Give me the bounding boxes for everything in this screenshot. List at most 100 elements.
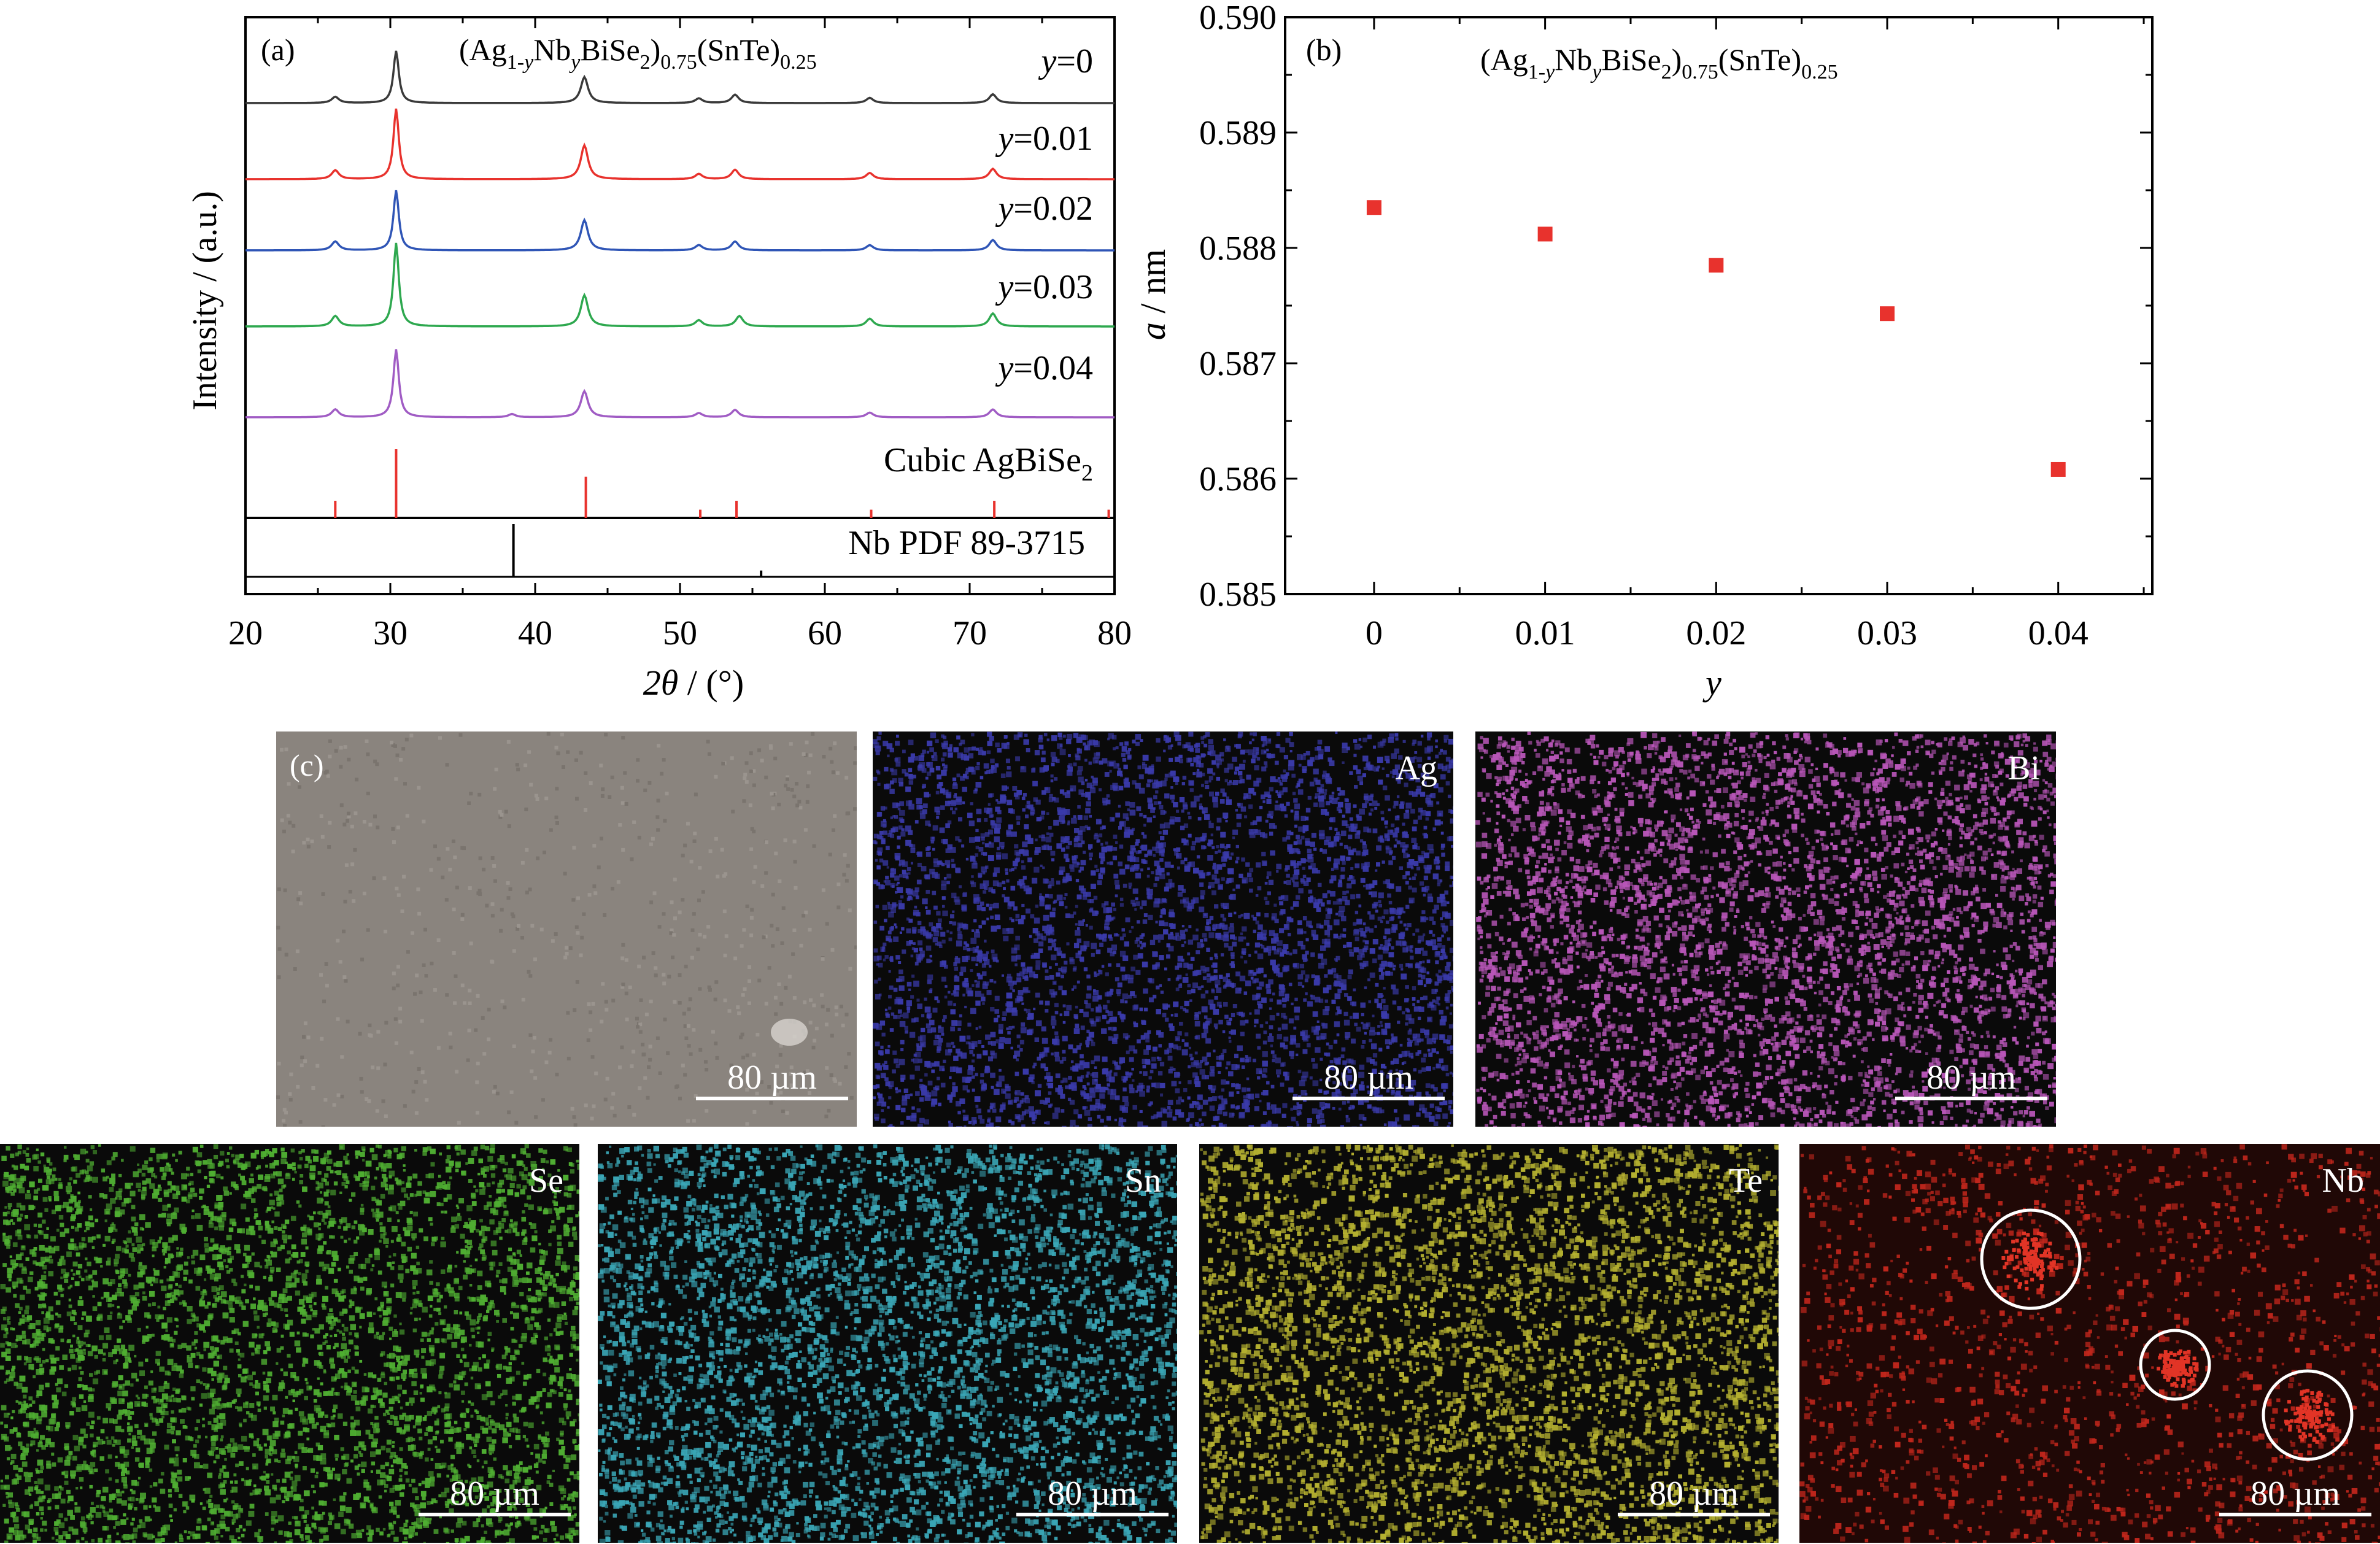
eds-map-pixel bbox=[1111, 1038, 1118, 1044]
sem-speckle bbox=[506, 739, 511, 744]
eds-map-pixel bbox=[990, 814, 994, 818]
eds-map-pixel bbox=[1196, 1124, 1201, 1127]
eds-map-pixel bbox=[1205, 785, 1210, 790]
eds-map-pixel bbox=[1066, 790, 1070, 794]
eds-map-pixel bbox=[1208, 739, 1214, 744]
eds-map-pixel bbox=[1265, 984, 1271, 989]
eds-map-pixel bbox=[937, 1046, 941, 1051]
eds-map-pixel bbox=[1204, 938, 1208, 942]
sem-speckle bbox=[327, 845, 331, 849]
eds-map-pixel bbox=[979, 960, 983, 963]
eds-map-pixel bbox=[1104, 919, 1110, 925]
eds-map-pixel bbox=[1122, 933, 1126, 937]
eds-map-pixel bbox=[1373, 1061, 1378, 1066]
sem-speckle bbox=[768, 744, 773, 748]
eds-map-pixel bbox=[1422, 833, 1425, 836]
eds-map-pixel bbox=[1207, 973, 1211, 978]
eds-map-pixel bbox=[1177, 892, 1183, 897]
eds-map-pixel bbox=[889, 1124, 893, 1127]
eds-map-pixel bbox=[1062, 792, 1066, 796]
eds-map-pixel bbox=[1408, 790, 1413, 795]
eds-map-pixel bbox=[1378, 1048, 1383, 1052]
eds-map-pixel bbox=[1266, 871, 1272, 876]
eds-map-pixel bbox=[1412, 739, 1417, 744]
eds-map-pixel bbox=[910, 862, 913, 865]
eds-map-pixel bbox=[1260, 794, 1265, 800]
eds-map-pixel bbox=[1157, 898, 1163, 904]
eds-map-pixel bbox=[1348, 949, 1353, 953]
eds-map-pixel bbox=[1048, 1083, 1054, 1089]
eds-map-pixel bbox=[1089, 908, 1093, 913]
eds-map-pixel bbox=[1016, 973, 1021, 977]
sem-speckle bbox=[714, 836, 718, 841]
eds-map-pixel bbox=[1427, 893, 1432, 898]
eds-map-pixel bbox=[987, 803, 991, 806]
eds-map-pixel bbox=[1330, 817, 1335, 823]
sem-speckle bbox=[594, 1071, 598, 1076]
eds-map-pixel bbox=[1372, 938, 1378, 944]
eds-map-pixel bbox=[878, 731, 882, 735]
eds-map-pixel bbox=[1175, 1036, 1180, 1041]
sem-speckle bbox=[420, 1019, 424, 1023]
sem-speckle bbox=[689, 1052, 693, 1056]
eds-map-pixel bbox=[1448, 1100, 1453, 1105]
eds-map-pixel bbox=[991, 1086, 994, 1089]
sem-speckle bbox=[789, 742, 793, 746]
eds-map-pixel bbox=[1224, 779, 1228, 782]
eds-map-pixel bbox=[962, 994, 965, 997]
eds-map-pixel bbox=[1110, 951, 1115, 957]
eds-map-pixel bbox=[1073, 733, 1079, 738]
sem-speckle bbox=[328, 739, 332, 743]
eds-map-pixel bbox=[925, 776, 929, 780]
sem-speckle bbox=[490, 914, 495, 918]
eds-map-pixel bbox=[1148, 1076, 1152, 1080]
eds-map-pixel bbox=[1168, 1068, 1173, 1074]
eds-map-pixel bbox=[1006, 992, 1013, 999]
eds-map-pixel bbox=[1386, 773, 1389, 778]
eds-map-pixel bbox=[1084, 1087, 1087, 1090]
eds-map-pixel bbox=[1298, 763, 1302, 767]
eds-map-pixel bbox=[1159, 868, 1165, 873]
eds-map-pixel bbox=[1046, 929, 1050, 933]
eds-map-pixel bbox=[929, 922, 933, 927]
eds-map-pixel bbox=[956, 773, 960, 778]
eds-map-pixel bbox=[1195, 748, 1200, 753]
eds-map-pixel bbox=[978, 749, 984, 755]
eds-map-pixel bbox=[1334, 1021, 1340, 1027]
eds-map-pixel bbox=[1279, 747, 1285, 753]
sem-speckle bbox=[487, 1037, 491, 1041]
eds-map-pixel bbox=[1414, 751, 1418, 754]
eds-map-pixel bbox=[932, 1062, 936, 1067]
sem-speckle bbox=[692, 839, 697, 843]
sem-speckle bbox=[367, 1099, 371, 1103]
eds-map-pixel bbox=[1337, 882, 1343, 887]
eds-map-pixel bbox=[933, 861, 940, 868]
eds-map-pixel bbox=[1281, 1024, 1288, 1030]
eds-map-pixel bbox=[1067, 820, 1070, 824]
eds-map-pixel bbox=[976, 837, 979, 841]
eds-map-pixel bbox=[927, 771, 932, 776]
eds-map-pixel bbox=[1227, 868, 1234, 874]
eds-map-pixel bbox=[1413, 860, 1419, 867]
eds-map-pixel bbox=[934, 806, 940, 813]
eds-map-pixel bbox=[1167, 978, 1171, 981]
eds-map-pixel bbox=[1445, 865, 1450, 871]
eds-map-pixel bbox=[1381, 860, 1385, 864]
eds-map-pixel bbox=[1240, 806, 1246, 812]
eds-map-pixel bbox=[1013, 734, 1019, 740]
eds-map-pixel bbox=[1151, 1083, 1156, 1087]
sem-speckle bbox=[365, 1097, 369, 1102]
eds-map-pixel bbox=[1399, 963, 1404, 968]
sem-speckle bbox=[350, 824, 354, 828]
eds-map-pixel bbox=[1062, 1004, 1066, 1008]
eds-map-pixel bbox=[1261, 933, 1266, 939]
eds-map-pixel bbox=[1284, 814, 1288, 818]
sem-speckle bbox=[371, 1065, 375, 1070]
eds-map-pixel bbox=[1077, 805, 1081, 809]
eds-map-pixel bbox=[1063, 897, 1066, 900]
eds-map-pixel bbox=[1266, 876, 1269, 879]
eds-map-pixel bbox=[898, 903, 905, 909]
eds-map-pixel bbox=[925, 945, 932, 951]
eds-map-pixel bbox=[1448, 973, 1453, 979]
eds-map-pixel bbox=[1218, 1019, 1223, 1025]
